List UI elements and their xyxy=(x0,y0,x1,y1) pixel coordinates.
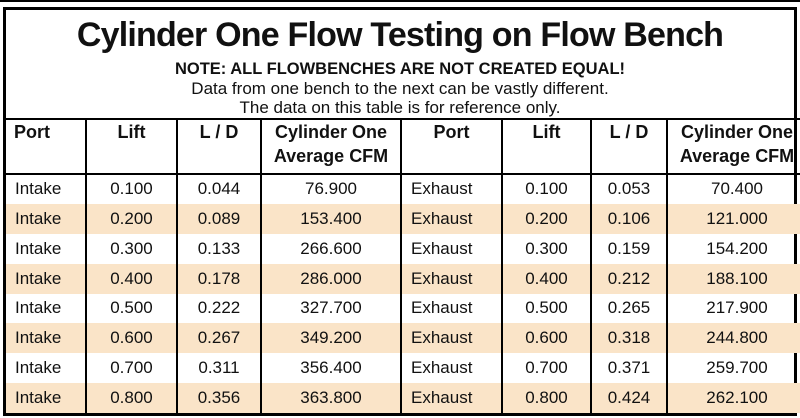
table-cell: 0.133 xyxy=(176,233,262,264)
table-cell: 0.265 xyxy=(590,293,668,324)
table-cell: Exhaust xyxy=(400,293,503,324)
table-cell: 327.700 xyxy=(260,293,402,324)
table-cell: 0.053 xyxy=(590,174,668,204)
table-body: Intake 0.100 0.044 76.900 Exhaust 0.100 0.053 7… xyxy=(6,174,800,413)
table-cell: 121.000 xyxy=(666,203,800,234)
header-ld-intake: L / D xyxy=(176,119,262,175)
header-lift-exhaust: Lift xyxy=(501,119,592,175)
table-cell: 0.159 xyxy=(590,233,668,264)
table-cell: 262.100 xyxy=(666,383,800,413)
table-cell: 0.089 xyxy=(176,203,262,234)
table-cell: 0.700 xyxy=(501,353,592,384)
header-cfm-intake: Cylinder One Average CFM xyxy=(260,119,402,175)
top-edge-line xyxy=(0,0,800,2)
note-block: NOTE: ALL FLOWBENCHES ARE NOT CREATED EQ… xyxy=(6,60,794,118)
table-cell: 70.400 xyxy=(666,174,800,204)
table-row: Intake 0.500 0.222 327.700 Exhaust 0.500 0.265… xyxy=(6,293,800,324)
table-cell: Exhaust xyxy=(400,233,503,264)
table-cell: 188.100 xyxy=(666,263,800,294)
table-cell: 0.500 xyxy=(501,293,592,324)
table-cell: 0.300 xyxy=(501,233,592,264)
table-row: Intake 0.100 0.044 76.900 Exhaust 0.100 0.053 7… xyxy=(6,174,800,204)
header-ld-exhaust: L / D xyxy=(590,119,668,175)
table-cell: 356.400 xyxy=(260,353,402,384)
table-cell: 0.100 xyxy=(85,174,178,204)
table-cell: 0.600 xyxy=(501,323,592,354)
table-row: Intake 0.600 0.267 349.200 Exhaust 0.600 0.318… xyxy=(6,323,800,354)
table-cell: 266.600 xyxy=(260,233,402,264)
table-cell: 0.222 xyxy=(176,293,262,324)
table-cell: Intake xyxy=(6,323,87,354)
table-cell: 0.800 xyxy=(85,383,178,413)
table-cell: Exhaust xyxy=(400,203,503,234)
table-cell: 217.900 xyxy=(666,293,800,324)
table-cell: 363.800 xyxy=(260,383,402,413)
table-cell: 0.100 xyxy=(501,174,592,204)
table-cell: 0.356 xyxy=(176,383,262,413)
table-cell: 0.311 xyxy=(176,353,262,384)
table-cell: Exhaust xyxy=(400,353,503,384)
table-cell: 0.200 xyxy=(501,203,592,234)
table-cell: Exhaust xyxy=(400,323,503,354)
table-cell: Exhaust xyxy=(400,263,503,294)
table-row: Intake 0.200 0.089 153.400 Exhaust 0.200 0.106… xyxy=(6,203,800,234)
table-cell: 0.400 xyxy=(85,263,178,294)
table-cell: Exhaust xyxy=(400,383,503,413)
table-cell: Exhaust xyxy=(400,174,503,204)
table-row: Intake 0.300 0.133 266.600 Exhaust 0.300 0.159… xyxy=(6,233,800,264)
table-cell: Intake xyxy=(6,233,87,264)
table-cell: 0.267 xyxy=(176,323,262,354)
table-cell: Intake xyxy=(6,383,87,413)
table-cell: 259.700 xyxy=(666,353,800,384)
table-cell: 0.318 xyxy=(590,323,668,354)
flow-data-table: Port Lift L / D Cylinder One Average CFM… xyxy=(6,118,800,413)
table-cell: 0.371 xyxy=(590,353,668,384)
table-cell: Intake xyxy=(6,293,87,324)
table-cell: 154.200 xyxy=(666,233,800,264)
table-cell: 0.600 xyxy=(85,323,178,354)
table-row: Intake 0.700 0.311 356.400 Exhaust 0.700 0.371… xyxy=(6,353,800,384)
table-cell: 0.178 xyxy=(176,263,262,294)
header-port-exhaust: Port xyxy=(400,119,503,175)
table-cell: 0.200 xyxy=(85,203,178,234)
table-cell: 0.700 xyxy=(85,353,178,384)
header-cfm-exhaust: Cylinder One Average CFM xyxy=(666,119,800,175)
table-frame: Cylinder One Flow Testing on Flow Bench … xyxy=(3,7,800,416)
header-lift-intake: Lift xyxy=(85,119,178,175)
table-cell: 153.400 xyxy=(260,203,402,234)
page-title: Cylinder One Flow Testing on Flow Bench xyxy=(76,15,724,54)
table-cell: 0.400 xyxy=(501,263,592,294)
note-line-1: NOTE: ALL FLOWBENCHES ARE NOT CREATED EQ… xyxy=(174,60,626,78)
table-cell: 0.106 xyxy=(590,203,668,234)
table-cell: Intake xyxy=(6,203,87,234)
table-cell: 0.424 xyxy=(590,383,668,413)
table-cell: 0.212 xyxy=(590,263,668,294)
header-port-intake: Port xyxy=(6,119,87,175)
table-cell: 0.800 xyxy=(501,383,592,413)
table-cell: 76.900 xyxy=(260,174,402,204)
note-line-3: The data on this table is for reference … xyxy=(239,98,561,117)
header-row: Port Lift L / D Cylinder One Average CFM… xyxy=(6,119,800,175)
table-cell: Intake xyxy=(6,174,87,204)
table-cell: 244.800 xyxy=(666,323,800,354)
table-row: Intake 0.800 0.356 363.800 Exhaust 0.800 0.424… xyxy=(6,383,800,413)
table-row: Intake 0.400 0.178 286.000 Exhaust 0.400 0.212… xyxy=(6,263,800,294)
table-cell: 0.300 xyxy=(85,233,178,264)
note-line-2: Data from one bench to the next can be v… xyxy=(191,79,609,98)
table-cell: 0.500 xyxy=(85,293,178,324)
table-cell: 0.044 xyxy=(176,174,262,204)
table-cell: Intake xyxy=(6,353,87,384)
table-cell: Intake xyxy=(6,263,87,294)
table-cell: 349.200 xyxy=(260,323,402,354)
table-cell: 286.000 xyxy=(260,263,402,294)
